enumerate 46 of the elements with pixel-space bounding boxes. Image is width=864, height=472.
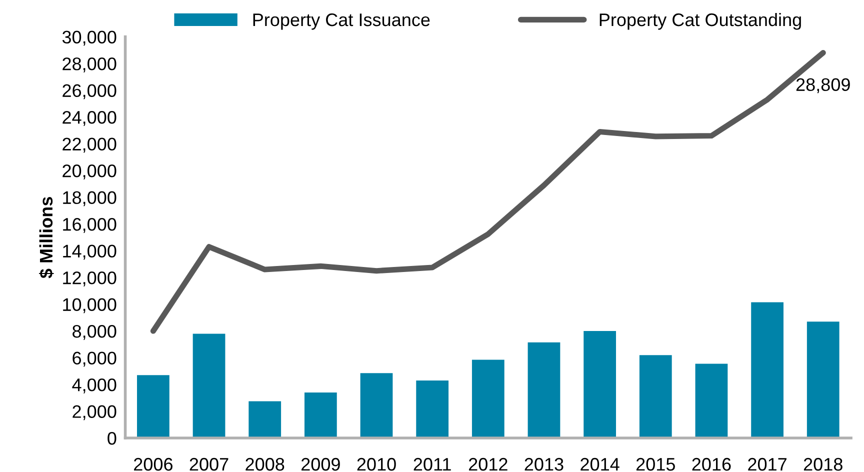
y-tick-label: 0 <box>108 432 116 445</box>
legend-label: Property Cat Outstanding <box>600 12 801 30</box>
y-tick-label: 6,000 <box>72 352 116 367</box>
bar <box>584 331 616 438</box>
bar <box>137 375 170 438</box>
y-tick-label: 16,000 <box>63 218 116 233</box>
data-label: 28,809 <box>796 78 850 94</box>
bar <box>192 334 226 438</box>
y-tick-label: 22,000 <box>62 138 116 153</box>
x-tick-label: 2012 <box>468 458 508 471</box>
y-tick-label: 4,000 <box>72 378 116 394</box>
y-axis-title: $ Millions <box>39 197 54 278</box>
y-tick-label: 26,000 <box>62 84 116 100</box>
bar <box>751 302 784 438</box>
y-tick-label: 28,000 <box>62 57 116 72</box>
x-tick-label: 2013 <box>524 458 564 471</box>
x-tick-label: 2016 <box>692 458 731 471</box>
x-tick-label: 2018 <box>804 458 842 471</box>
y-tick-label: 20,000 <box>62 164 116 180</box>
y-tick-label: 2,000 <box>72 405 116 420</box>
x-tick-label: 2006 <box>134 458 172 471</box>
x-tick-label: 2011 <box>414 458 451 471</box>
x-tick-label: 2010 <box>357 458 396 471</box>
y-tick-label: 12,000 <box>63 271 116 286</box>
legend-label: Property Cat Issuance <box>253 13 430 30</box>
x-tick-label: 2008 <box>246 458 284 471</box>
bar <box>695 364 728 438</box>
bar <box>639 355 672 438</box>
y-tick-label: 24,000 <box>62 110 116 126</box>
bar <box>472 360 504 438</box>
y-tick-label: 10,000 <box>63 298 116 314</box>
y-tick-label: 18,000 <box>63 191 116 206</box>
bar <box>304 392 337 438</box>
x-tick-label: 2007 <box>190 458 228 471</box>
y-tick-label: 14,000 <box>63 244 116 260</box>
x-tick-label: 2017 <box>748 458 786 471</box>
y-tick-label: 8,000 <box>72 324 116 340</box>
bar <box>416 380 449 438</box>
bar <box>806 322 840 438</box>
bar <box>528 342 560 438</box>
bar <box>360 373 393 438</box>
x-tick-label: 2015 <box>636 458 675 471</box>
x-tick-label: 2014 <box>580 458 620 471</box>
y-tick-label: 30,000 <box>62 30 116 46</box>
x-tick-label: 2009 <box>302 458 340 471</box>
bar <box>248 401 282 438</box>
